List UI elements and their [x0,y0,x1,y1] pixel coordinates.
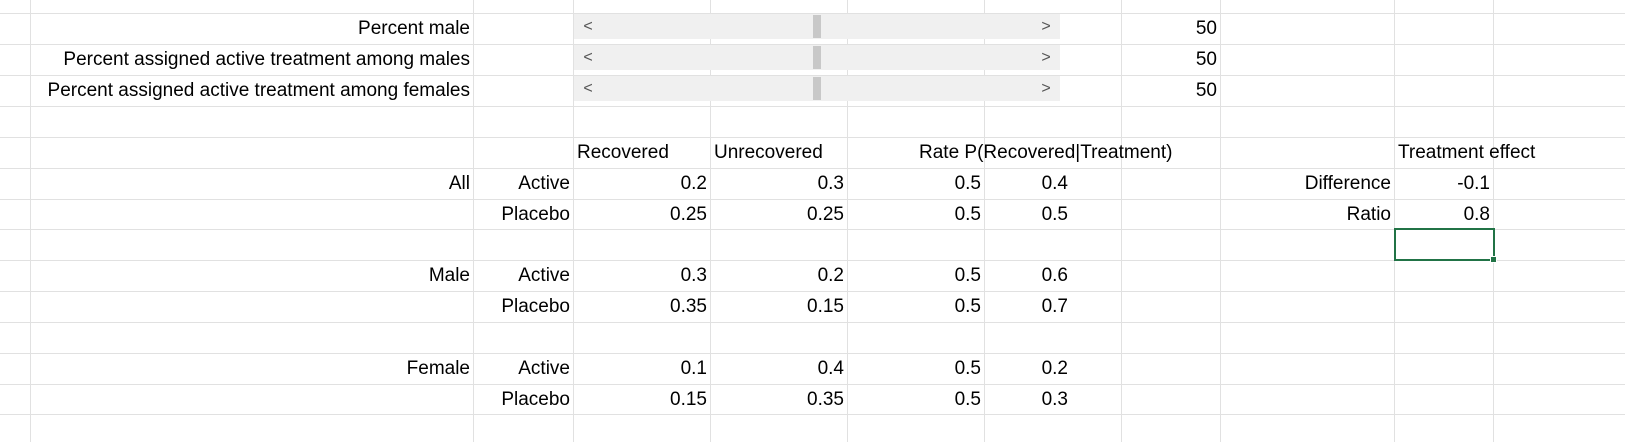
scroll-right-arrow[interactable]: > [1041,80,1051,97]
scroll-left-arrow[interactable]: < [583,18,593,35]
gridline [1220,0,1221,442]
gridline [0,75,1625,76]
cell-unrecovered[interactable]: 0.2 [817,265,844,286]
scrollbar-active-males[interactable]: < > [574,45,1060,70]
cell-rate[interactable]: 0.3 [1041,389,1068,410]
cell-probability[interactable]: 0.5 [954,173,981,194]
control-label-percent-male: Percent male [358,18,470,39]
gridline [0,260,1625,261]
gridline [30,0,31,442]
cell-unrecovered[interactable]: 0.3 [817,173,844,194]
scroll-right-arrow[interactable]: > [1041,18,1051,35]
cell-rate[interactable]: 0.6 [1041,265,1068,286]
gridline [847,0,848,442]
cell-recovered[interactable]: 0.2 [680,173,707,194]
gridline [0,199,1625,200]
gridline [573,0,574,442]
cell-probability[interactable]: 0.5 [954,296,981,317]
gridline [1394,0,1395,442]
cell-rate[interactable]: 0.4 [1041,173,1068,194]
cell-probability[interactable]: 0.5 [954,204,981,225]
cell-recovered[interactable]: 0.35 [670,296,707,317]
row-treatment[interactable]: Active [518,358,570,379]
group-label-male[interactable]: Male [428,265,470,286]
cell-probability[interactable]: 0.5 [954,389,981,410]
cell-rate[interactable]: 0.2 [1041,358,1068,379]
control-label-active-males: Percent assigned active treatment among … [63,49,470,70]
selected-cell[interactable] [1394,228,1497,263]
fill-handle[interactable] [1490,256,1497,263]
row-treatment[interactable]: Active [518,173,570,194]
scroll-thumb[interactable] [813,77,821,100]
cell-probability[interactable]: 0.5 [954,265,981,286]
row-treatment[interactable]: Placebo [501,204,570,225]
gridline [0,384,1625,385]
difference-label[interactable]: Difference [1304,173,1391,194]
scroll-right-arrow[interactable]: > [1041,49,1051,66]
ratio-label[interactable]: Ratio [1346,204,1391,225]
header-treatment-effect[interactable]: Treatment effect [1398,142,1536,163]
gridline [710,0,711,442]
control-value-active-males[interactable]: 50 [1195,49,1217,70]
control-value-active-females[interactable]: 50 [1195,80,1217,101]
row-treatment[interactable]: Placebo [501,296,570,317]
control-label-active-females: Percent assigned active treatment among … [47,80,470,101]
control-value-percent-male[interactable]: 50 [1195,18,1217,39]
gridline [0,137,1625,138]
row-treatment[interactable]: Placebo [501,389,570,410]
gridline [473,0,474,442]
gridline [0,229,1625,230]
cell-unrecovered[interactable]: 0.25 [807,204,844,225]
header-unrecovered[interactable]: Unrecovered [714,142,823,163]
scroll-left-arrow[interactable]: < [583,49,593,66]
difference-value[interactable]: -0.1 [1457,173,1490,194]
header-rate[interactable]: Rate P(Recovered|Treatment) [919,142,1173,163]
row-treatment[interactable]: Active [518,265,570,286]
ratio-value[interactable]: 0.8 [1463,204,1490,225]
cell-recovered[interactable]: 0.1 [680,358,707,379]
cell-rate[interactable]: 0.5 [1041,204,1068,225]
scroll-left-arrow[interactable]: < [583,80,593,97]
gridline [0,291,1625,292]
gridline [1493,0,1494,442]
scroll-thumb[interactable] [813,15,821,38]
cell-unrecovered[interactable]: 0.15 [807,296,844,317]
gridline [0,44,1625,45]
cell-unrecovered[interactable]: 0.4 [817,358,844,379]
gridline [0,322,1625,323]
gridline [0,414,1625,415]
gridline [0,106,1625,107]
cell-recovered[interactable]: 0.15 [670,389,707,410]
scroll-thumb[interactable] [813,46,821,69]
scrollbar-percent-male[interactable]: < > [574,14,1060,39]
gridline [984,0,985,442]
cell-rate[interactable]: 0.7 [1041,296,1068,317]
cell-unrecovered[interactable]: 0.35 [807,389,844,410]
cell-recovered[interactable]: 0.3 [680,265,707,286]
cell-recovered[interactable]: 0.25 [670,204,707,225]
gridline [0,353,1625,354]
scrollbar-active-females[interactable]: < > [574,76,1060,101]
cell-probability[interactable]: 0.5 [954,358,981,379]
header-recovered[interactable]: Recovered [577,142,669,163]
gridline [0,168,1625,169]
group-label-female[interactable]: Female [406,358,470,379]
gridline [1121,0,1122,442]
group-label-all[interactable]: All [448,173,470,194]
gridline [0,13,1625,14]
